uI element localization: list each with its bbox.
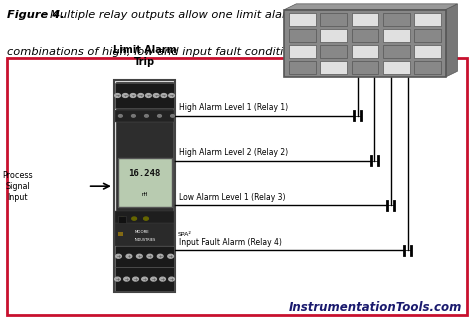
Text: 16.248: 16.248 <box>128 169 161 178</box>
Circle shape <box>133 277 138 281</box>
Text: Process
Signal
Input: Process Signal Input <box>2 170 33 202</box>
Bar <box>383 29 410 42</box>
Text: High Alarm Level 2 (Relay 2): High Alarm Level 2 (Relay 2) <box>179 148 288 157</box>
Text: Figure 4.: Figure 4. <box>7 10 64 20</box>
Bar <box>414 61 441 74</box>
Bar <box>320 45 347 58</box>
Circle shape <box>171 115 174 117</box>
Bar <box>115 246 174 267</box>
Bar <box>289 13 316 26</box>
Circle shape <box>147 254 153 258</box>
Bar <box>118 216 126 223</box>
Text: High Alarm Level 1 (Relay 1): High Alarm Level 1 (Relay 1) <box>179 103 288 112</box>
Bar <box>7 58 467 315</box>
Circle shape <box>153 94 159 98</box>
Bar <box>289 45 316 58</box>
Circle shape <box>144 217 148 220</box>
Circle shape <box>120 217 125 220</box>
Circle shape <box>146 94 151 98</box>
Bar <box>320 61 347 74</box>
Circle shape <box>157 115 161 117</box>
Circle shape <box>168 254 173 258</box>
Bar <box>383 13 410 26</box>
Bar <box>115 223 174 246</box>
Bar <box>116 82 173 291</box>
Bar <box>118 158 172 207</box>
Circle shape <box>115 94 120 98</box>
Circle shape <box>126 254 132 258</box>
Text: III: III <box>118 232 123 237</box>
Bar <box>115 267 174 291</box>
Circle shape <box>138 94 144 98</box>
Circle shape <box>116 254 121 258</box>
Bar <box>383 61 410 74</box>
Bar <box>352 61 378 74</box>
Text: InstrumentationTools.com: InstrumentationTools.com <box>289 301 462 314</box>
Bar <box>383 45 410 58</box>
Bar <box>352 29 378 42</box>
Bar <box>352 13 378 26</box>
Circle shape <box>130 94 136 98</box>
Bar <box>414 13 441 26</box>
Bar <box>414 45 441 58</box>
Circle shape <box>124 277 129 281</box>
Bar <box>320 29 347 42</box>
Polygon shape <box>284 4 457 10</box>
Bar <box>289 29 316 42</box>
Circle shape <box>161 94 167 98</box>
Bar <box>115 110 174 122</box>
Circle shape <box>115 277 120 281</box>
Text: Input Fault Alarm (Relay 4): Input Fault Alarm (Relay 4) <box>179 238 282 247</box>
Bar <box>115 83 174 108</box>
Circle shape <box>118 115 122 117</box>
Circle shape <box>151 277 156 281</box>
Bar <box>352 45 378 58</box>
Polygon shape <box>446 4 457 77</box>
Circle shape <box>142 277 147 281</box>
Circle shape <box>169 277 174 281</box>
Circle shape <box>132 217 137 220</box>
Text: rH: rH <box>141 192 148 197</box>
Text: Low Alarm Level 1 (Relay 3): Low Alarm Level 1 (Relay 3) <box>179 193 286 202</box>
Circle shape <box>145 115 148 117</box>
Text: MOORE: MOORE <box>135 230 149 234</box>
Circle shape <box>157 254 163 258</box>
Circle shape <box>160 277 165 281</box>
Circle shape <box>137 254 142 258</box>
Text: combinations of high, low and input fault conditions.: combinations of high, low and input faul… <box>7 47 307 56</box>
Bar <box>115 211 174 227</box>
Text: SPA²: SPA² <box>178 232 191 237</box>
Bar <box>414 29 441 42</box>
Circle shape <box>122 94 128 98</box>
Circle shape <box>169 94 174 98</box>
Text: INDUSTRIES: INDUSTRIES <box>135 238 156 242</box>
Text: Limit Alarm
Trip: Limit Alarm Trip <box>113 45 176 67</box>
Bar <box>114 80 175 292</box>
Text: Multiple relay outputs allow one limit alarm trip to monitor: Multiple relay outputs allow one limit a… <box>50 10 384 20</box>
Bar <box>320 13 347 26</box>
Bar <box>284 10 446 77</box>
Circle shape <box>132 115 136 117</box>
Bar <box>289 61 316 74</box>
